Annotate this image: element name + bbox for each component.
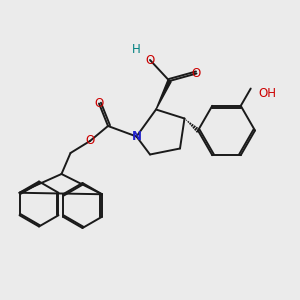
Text: OH: OH xyxy=(258,86,276,100)
Text: O: O xyxy=(94,97,103,110)
Text: O: O xyxy=(85,134,94,148)
Text: H: H xyxy=(132,43,141,56)
Text: O: O xyxy=(146,53,154,67)
Text: N: N xyxy=(131,130,142,143)
Polygon shape xyxy=(156,80,171,110)
Text: O: O xyxy=(192,67,201,80)
